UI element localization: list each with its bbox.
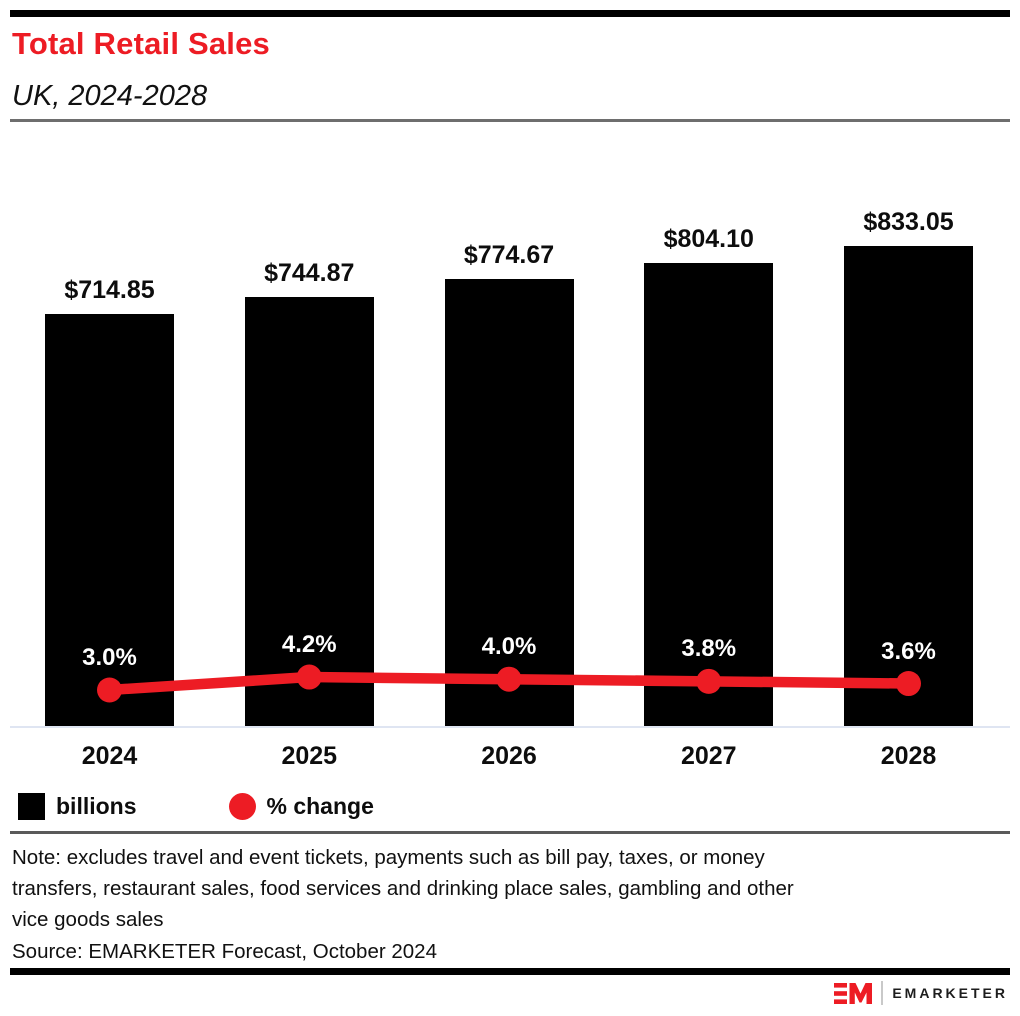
note-text: Note: excludes travel and event tickets,… [12, 842, 1002, 935]
bar-2024 [45, 313, 174, 726]
note-line: vice goods sales [12, 908, 164, 931]
x-axis-label-2026: 2026 [481, 742, 537, 770]
em-monogram-icon [834, 982, 873, 1004]
pct-label-2027: 3.8% [681, 635, 737, 663]
bar-value-label-2026: $774.67 [463, 241, 555, 270]
note-line: Note: excludes travel and event tickets,… [12, 846, 765, 869]
x-axis-line [10, 726, 1010, 728]
x-axis-label-2024: 2024 [81, 742, 138, 770]
legend-item-billions: billions [18, 792, 137, 820]
bar-value-label-2027: $804.10 [663, 224, 754, 253]
footer-divider [10, 831, 1010, 834]
bar-value-label-2025: $744.87 [264, 258, 355, 287]
bar-2025 [244, 296, 374, 726]
bottom-accent-bar [10, 968, 1010, 975]
logo-divider [881, 981, 884, 1005]
note-line: transfers, restaurant sales, food servic… [12, 877, 794, 900]
chart-subtitle: UK, 2024-2028 [12, 80, 208, 112]
pct-label-2028: 3.6% [881, 637, 936, 665]
top-accent-bar [10, 10, 1010, 17]
chart-legend: billions % change [18, 791, 374, 821]
billions-swatch-icon [18, 792, 45, 820]
emarketer-logo: EMARKETER [834, 981, 1008, 1005]
source-text: Source: EMARKETER Forecast, October 2024 [12, 940, 437, 963]
pct-label-2024: 3.0% [82, 644, 137, 671]
bar-value-label-2024: $714.85 [64, 275, 155, 304]
x-axis-label-2028: 2028 [880, 742, 937, 770]
pct-change-swatch-icon [228, 792, 256, 820]
emarketer-wordmark: EMARKETER [892, 985, 1008, 1001]
x-axis-label-2025: 2025 [281, 742, 338, 770]
legend-label-billions: billions [56, 792, 137, 819]
bar-2028 [844, 245, 973, 726]
legend-label-pct-change: % change [266, 792, 374, 819]
x-axis-label-2027: 2027 [680, 742, 737, 770]
legend-item-pct-change: % change [137, 792, 374, 820]
pct-label-2026: 4.0% [481, 633, 537, 661]
chart-title: Total Retail Sales [12, 26, 271, 61]
bar-2027 [644, 262, 774, 726]
pct-label-2025: 4.2% [281, 631, 337, 659]
header-divider [10, 119, 1010, 122]
bar-2026 [444, 279, 574, 726]
bar-value-label-2028: $833.05 [863, 207, 954, 236]
